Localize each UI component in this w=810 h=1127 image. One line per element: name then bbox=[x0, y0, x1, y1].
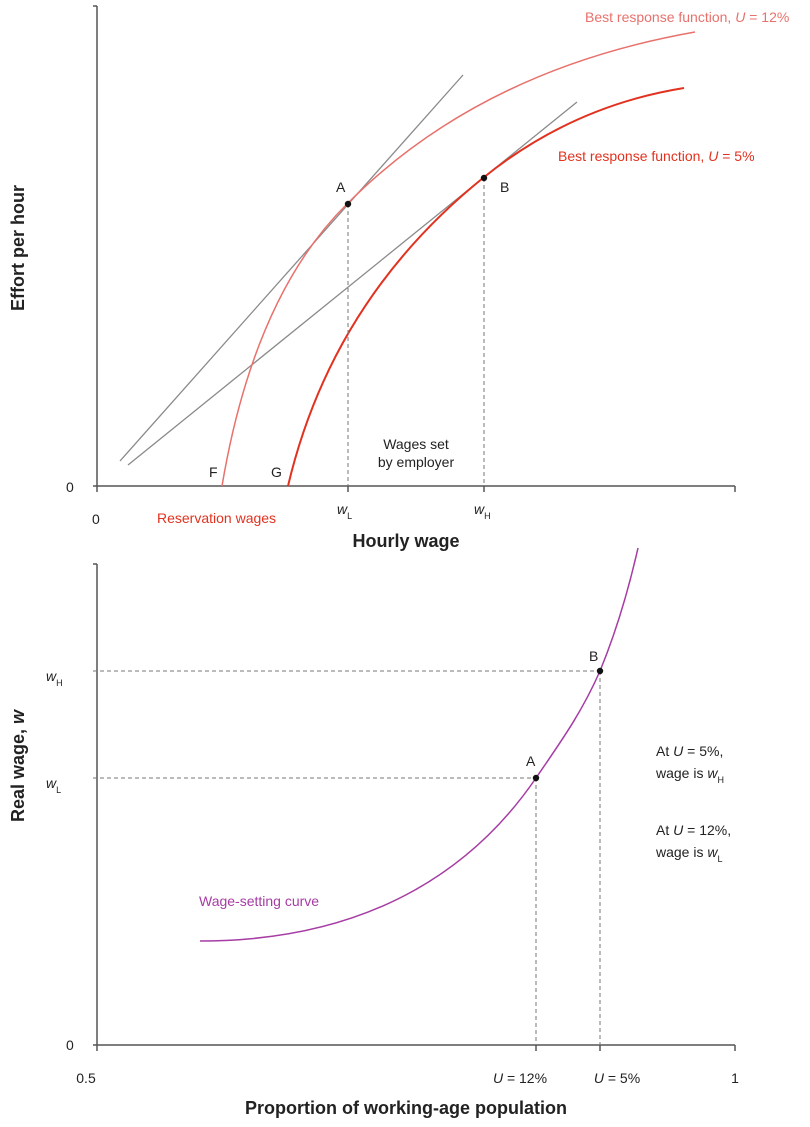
wages-set-label-line1: Wages set bbox=[383, 436, 449, 452]
bottom-x-min-label: 0.5 bbox=[76, 1070, 96, 1086]
point-b-label: B bbox=[500, 179, 509, 195]
point-a-label: A bbox=[336, 179, 346, 195]
bottom-y-origin-label: 0 bbox=[66, 1037, 74, 1053]
point-f-label: F bbox=[209, 464, 218, 480]
tick-label-u5: U = 5% bbox=[594, 1070, 640, 1086]
bottom-x-max-label: 1 bbox=[731, 1070, 739, 1086]
bottom-wL-label: wL bbox=[46, 775, 61, 795]
top-y-axis-title: Effort per hour bbox=[8, 185, 28, 311]
bottom-wH-label: wH bbox=[46, 668, 63, 688]
point-a-marker-bottom bbox=[532, 774, 540, 782]
bottom-x-axis-title: Proportion of working-age population bbox=[245, 1098, 567, 1118]
point-b-label-bottom: B bbox=[589, 648, 598, 664]
top-chart: A B F G Best response function, U = 12% … bbox=[8, 5, 789, 551]
top-x-origin-label: 0 bbox=[92, 511, 100, 527]
isocost-line-flat bbox=[127, 101, 578, 466]
best-response-curve-u5 bbox=[287, 87, 685, 487]
point-b-marker bbox=[480, 174, 488, 182]
bottom-y-axis-title: Real wage, w bbox=[8, 709, 28, 822]
wages-set-label-line2: by employer bbox=[378, 454, 455, 470]
note-u5-line2: wage is wH bbox=[655, 765, 724, 785]
wH-label: wH bbox=[474, 501, 491, 521]
isocost-line-steep bbox=[119, 74, 464, 462]
point-b-marker-bottom bbox=[596, 667, 604, 675]
reservation-wages-label: Reservation wages bbox=[157, 510, 276, 526]
point-a-label-bottom: A bbox=[526, 753, 536, 769]
wL-label: wL bbox=[337, 501, 352, 521]
point-g-label: G bbox=[271, 464, 282, 480]
curve-u5-label: Best response function, U = 5% bbox=[558, 148, 755, 164]
point-a-marker bbox=[344, 200, 352, 208]
wage-setting-curve bbox=[199, 547, 639, 942]
wage-setting-curve-label: Wage-setting curve bbox=[199, 893, 319, 909]
note-u12-line1: At U = 12%, bbox=[656, 822, 731, 838]
note-u5-line1: At U = 5%, bbox=[656, 743, 723, 759]
top-x-axis-title: Hourly wage bbox=[352, 531, 459, 551]
top-y-origin-label: 0 bbox=[66, 479, 74, 495]
note-u12-line2: wage is wL bbox=[655, 844, 723, 864]
best-response-curve-u12 bbox=[221, 31, 696, 487]
curve-u12-label: Best response function, U = 12% bbox=[585, 9, 789, 25]
bottom-chart: A B Wage-setting curve At U = 5%, wage i… bbox=[8, 547, 739, 1118]
tick-label-u12: U = 12% bbox=[493, 1070, 547, 1086]
